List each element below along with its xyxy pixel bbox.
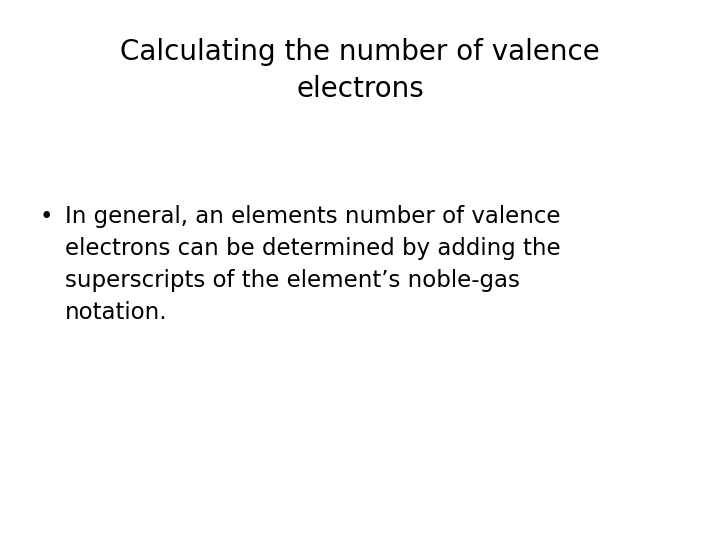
Text: •: • (40, 205, 53, 228)
Text: In general, an elements number of valence
electrons can be determined by adding : In general, an elements number of valenc… (65, 205, 560, 324)
Text: Calculating the number of valence
electrons: Calculating the number of valence electr… (120, 38, 600, 103)
